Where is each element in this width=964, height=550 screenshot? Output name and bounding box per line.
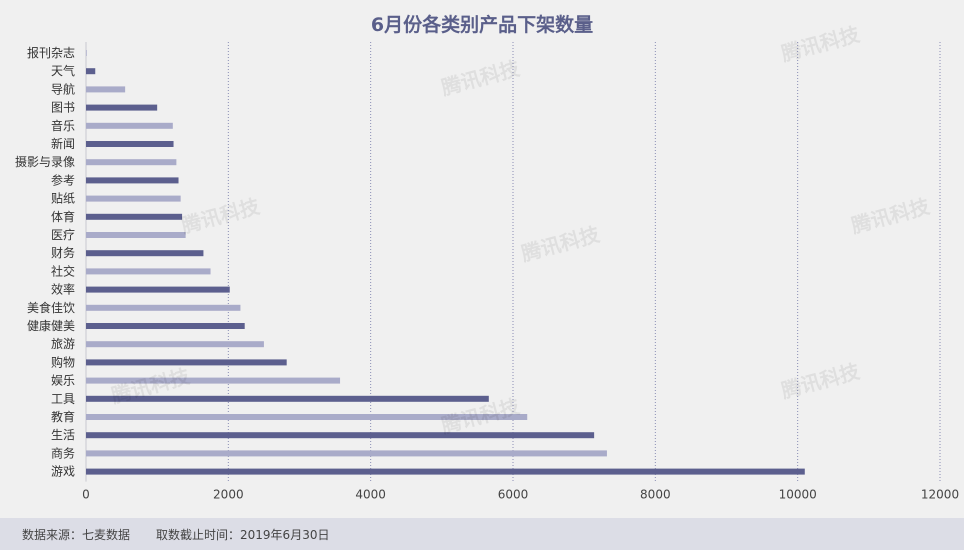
bar	[86, 250, 204, 257]
category-label: 参考	[51, 172, 75, 187]
bar	[86, 268, 211, 275]
category-label: 图书	[51, 101, 75, 115]
category-label: 音乐	[51, 118, 75, 133]
category-label: 天气	[51, 63, 75, 78]
x-tick-label: 10000	[779, 488, 817, 502]
footer: 数据来源：七麦数据 取数截止时间：2019年6月30日	[0, 518, 964, 550]
x-tick-label: 6000	[498, 488, 529, 502]
bar	[86, 68, 96, 75]
bar	[86, 122, 173, 129]
category-label: 游戏	[51, 465, 75, 479]
category-label: 旅游	[51, 337, 75, 351]
category-label: 娱乐	[51, 374, 75, 388]
x-tick-label: 12000	[921, 488, 959, 502]
category-label: 摄影与录像	[15, 154, 75, 169]
footer-date: 取数截止时间：2019年6月30日	[156, 527, 330, 542]
bar	[86, 86, 126, 93]
x-tick-label: 0	[82, 488, 90, 502]
category-label: 健康健美	[27, 318, 75, 333]
chart-title: 6月份各类别产品下架数量	[370, 14, 594, 36]
category-label: 效率	[51, 282, 75, 297]
category-label: 美食佳饮	[27, 300, 75, 315]
category-label: 导航	[51, 81, 75, 96]
bar	[86, 159, 177, 166]
bar	[86, 50, 87, 56]
chart-area: 6月份各类别产品下架数量 0 2000 4000 6000 8000 10000 12000…	[15, 14, 959, 502]
category-label: 医疗	[51, 228, 75, 242]
bar	[86, 377, 341, 384]
category-label: 体育	[51, 209, 75, 224]
category-label: 商务	[51, 445, 75, 460]
category-label: 生活	[51, 428, 75, 442]
x-tick-label: 8000	[640, 488, 671, 502]
bar	[86, 195, 181, 202]
bar	[86, 213, 183, 220]
category-label: 贴纸	[51, 192, 75, 206]
category-label: 报刊杂志	[27, 45, 75, 60]
bar	[86, 450, 607, 457]
bar	[86, 432, 595, 439]
x-tick-label: 2000	[213, 488, 244, 502]
bar	[86, 104, 158, 111]
bar-chart: 0 2000 4000 6000 8000 10000 12000 报刊杂志天气导航图书音乐新…	[15, 42, 959, 502]
category-label: 教育	[51, 409, 75, 424]
bar	[86, 177, 179, 184]
bar	[86, 232, 186, 238]
bar	[86, 414, 528, 420]
category-label: 购物	[51, 354, 75, 369]
bar	[86, 286, 230, 293]
category-label: 社交	[51, 263, 75, 278]
bar	[86, 141, 174, 147]
x-tick-label: 4000	[355, 488, 386, 502]
bar	[86, 359, 287, 366]
bar	[86, 341, 264, 348]
bar	[86, 468, 805, 475]
category-label: 财务	[51, 245, 75, 260]
bar	[86, 304, 241, 311]
bar	[86, 323, 245, 329]
bar	[86, 395, 489, 402]
category-label: 新闻	[51, 136, 75, 151]
category-label: 工具	[51, 392, 75, 406]
footer-source: 数据来源：七麦数据	[22, 527, 131, 542]
